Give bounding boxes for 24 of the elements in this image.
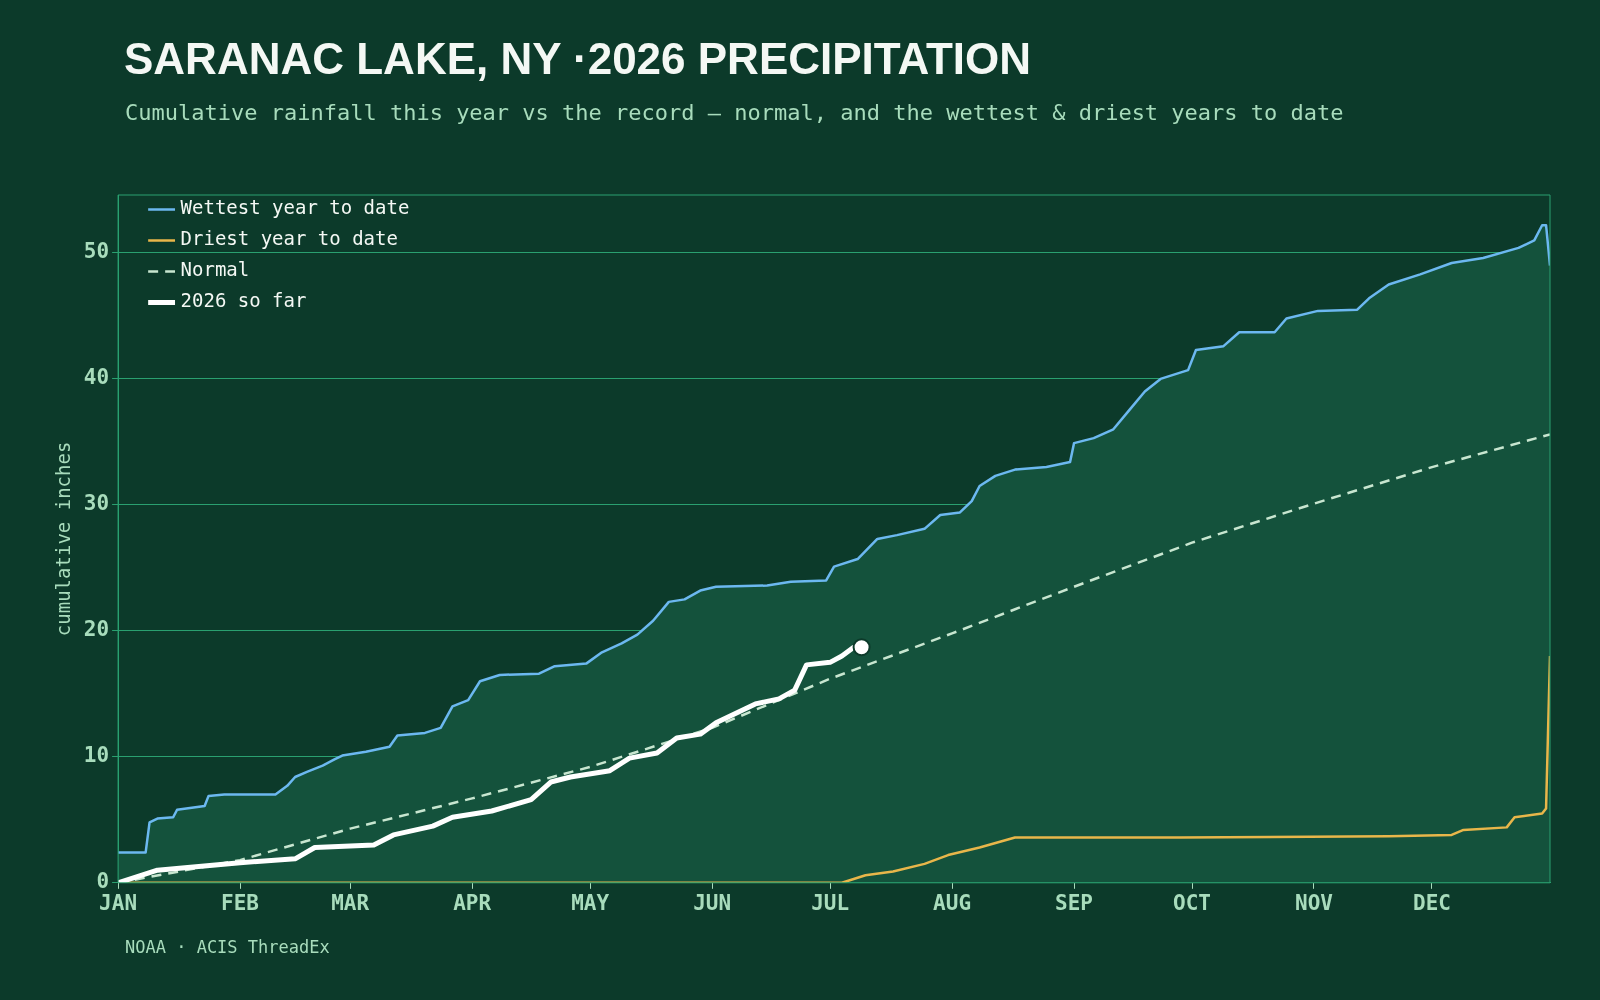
x-tick-label: JUL — [811, 890, 850, 915]
x-tick-label: OCT — [1173, 890, 1211, 915]
y-tick-label: 20 — [83, 617, 110, 642]
x-tick-label: JUN — [693, 890, 732, 915]
y-tick-label: 40 — [83, 365, 110, 390]
legend-label: Driest year to date — [180, 227, 398, 250]
x-tick-label: SEP — [1055, 890, 1093, 915]
x-tick-label: FEB — [221, 890, 259, 915]
x-tick-label: NOV — [1295, 890, 1334, 915]
x-tick-label: MAR — [331, 890, 370, 915]
x-tick-label: AUG — [933, 890, 972, 915]
legend-label: Normal — [180, 258, 250, 281]
legend-label: 2026 so far — [180, 289, 307, 312]
y-tick-label: 50 — [83, 239, 110, 264]
y-axis-title: cumulative inches — [52, 441, 75, 637]
x-tick-label: APR — [453, 890, 492, 915]
chart-title: SARANAC LAKE, NY ·2026 PRECIPITATION — [124, 34, 1032, 84]
y-tick-label: 30 — [83, 491, 110, 516]
x-tick-label: DEC — [1413, 890, 1451, 915]
chart-subtitle: Cumulative rainfall this year vs the record — normal, and the wettest & driest years to date — [125, 100, 1344, 125]
text: NOAA · ACIS ThreadEx — [125, 937, 330, 957]
y-tick-label: 10 — [83, 743, 110, 768]
legend-label: Wettest year to date — [180, 196, 410, 219]
x-tick-label: MAY — [571, 890, 610, 915]
